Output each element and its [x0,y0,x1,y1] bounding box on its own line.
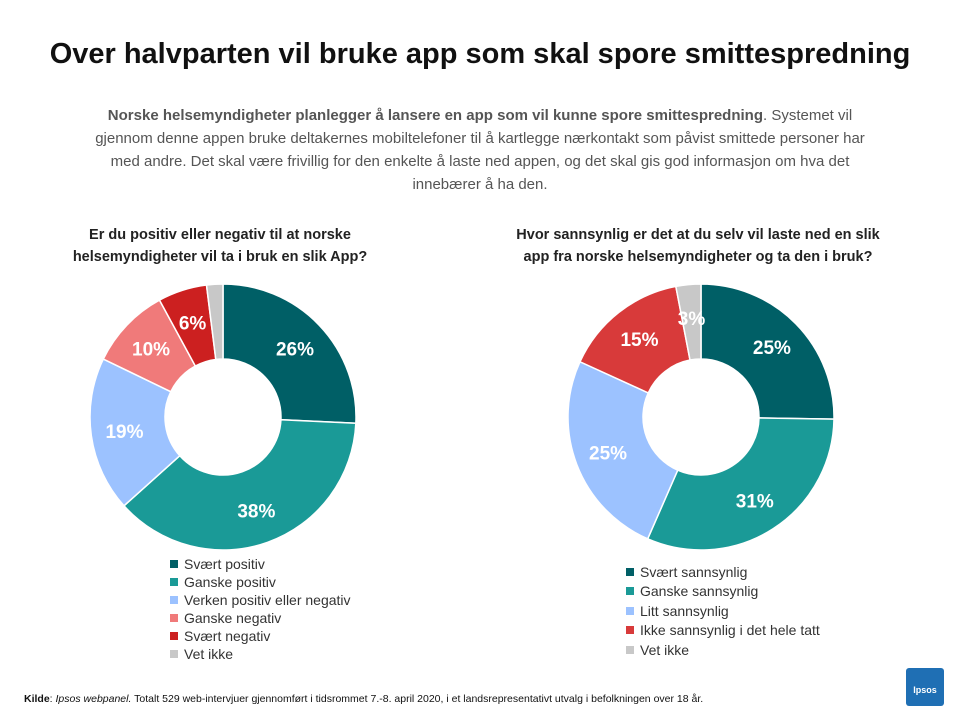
intro-bold: Norske helsemyndigheter planlegger å lan… [107,107,763,124]
chart2-data-label-4: 3% [678,309,706,330]
chart2-legend-item: Ganske sannsynlig [626,582,820,602]
chart2-legend-label: Ikke sannsynlig i det hele tatt [640,622,820,639]
chart1-slice-1 [122,418,357,551]
logo-text: Ipsos [913,685,937,695]
chart1-legend-item: Svært positiv [170,555,351,573]
chart2-legend-item: Vet ikke [626,640,820,660]
chart2-slice-0 [700,283,835,420]
chart1-legend-label: Vet ikke [184,646,234,662]
source-footer: Kilde: Ipsos webpanel. Totalt 529 web-in… [24,693,703,705]
chart1-data-label-3: 10% [132,339,170,360]
footer-text: Totalt 529 web-intervjuer gjennomført i … [131,693,704,705]
chart1-legend-item: Vet ikke [170,645,351,663]
chart1-legend-swatch [170,632,178,640]
chart1-legend-label: Svært negativ [184,628,271,644]
chart1-legend-label: Ganske positiv [184,574,276,590]
chart2-legend-swatch [626,567,634,576]
chart1-legend-item: Ganske positiv [170,573,351,591]
chart1-data-label-4: 6% [179,313,207,334]
chart1-legend-label: Verken positiv eller negativ [184,592,351,608]
chart2-legend-label: Ganske sannsynlig [640,583,759,600]
chart2-legend-swatch [626,645,634,654]
intro-rest: . Systemet vil gjennom denne appen bruke… [95,107,865,193]
footer-source: Ipsos webpanel. [55,693,132,705]
chart1-legend-swatch [170,560,178,568]
donut-chart-likelihood: 25% 31% 25% 15% 3% [567,283,835,551]
chart2-legend-swatch [626,606,634,615]
chart1-legend-swatch [170,650,178,658]
chart2-slice-2 [567,360,679,540]
chart2-legend-label: Svært sannsynlig [640,563,748,580]
chart2-legend-item: Svært sannsynlig [626,562,820,582]
chart1-slice-5 [205,283,224,361]
chart1-legend-swatch [170,578,178,586]
chart2-data-label-0: 25% [753,338,791,359]
chart2-legend-item: Litt sannsynlig [626,601,820,621]
chart1-legend: Svært positiv Ganske positiv Verken positi… [170,555,351,663]
chart2-legend-swatch [626,587,634,596]
chart2-legend-item: Ikke sannsynlig i det hele tatt [626,621,820,641]
chart2-slice-1 [646,417,835,551]
chart2-data-label-3: 15% [620,330,658,351]
page-title: Over halvparten vil bruke app som skal s… [49,38,911,70]
chart1-legend-item: Ganske negativ [170,609,351,627]
chart1-data-label-2: 19% [105,422,143,443]
chart1-data-label-0: 26% [276,339,314,360]
footer-colon: : [49,693,56,705]
chart2-legend-label: Vet ikke [640,641,690,658]
chart1-data-label-1: 38% [237,502,275,523]
chart1-legend-label: Ganske negativ [184,610,282,626]
chart2-slice-3 [579,285,691,394]
ipsos-logo: Ipsos [906,668,944,706]
footer-label: Kilde [24,693,50,705]
chart2-legend: Svært sannsynlig Ganske sannsynlig Litt sa… [626,562,820,660]
chart1-slice-2 [89,358,181,507]
chart1-legend-swatch [170,614,178,622]
chart2-legend-label: Litt sannsynlig [640,602,729,619]
intro-text: Norske helsemyndigheter planlegger å lan… [90,104,870,196]
chart2-data-label-2: 25% [589,444,627,465]
chart2-data-label-1: 31% [736,492,774,513]
chart1-legend-item: Verken positiv eller negativ [170,591,351,609]
chart1-legend-swatch [170,596,178,604]
chart1-slice-0 [222,283,357,424]
chart2-slice-4 [674,283,702,361]
donut-chart-attitude: 26% 38% 19% 10% 6% [89,283,357,551]
chart2-legend-swatch [626,626,634,635]
chart2-question: Hvor sannsynlig er det at du selv vil la… [516,227,880,265]
chart1-legend-item: Svært negativ [170,627,351,645]
chart1-legend-label: Svært positiv [184,556,265,572]
chart1-question: Er du positiv eller negativ til at norsk… [72,227,368,265]
